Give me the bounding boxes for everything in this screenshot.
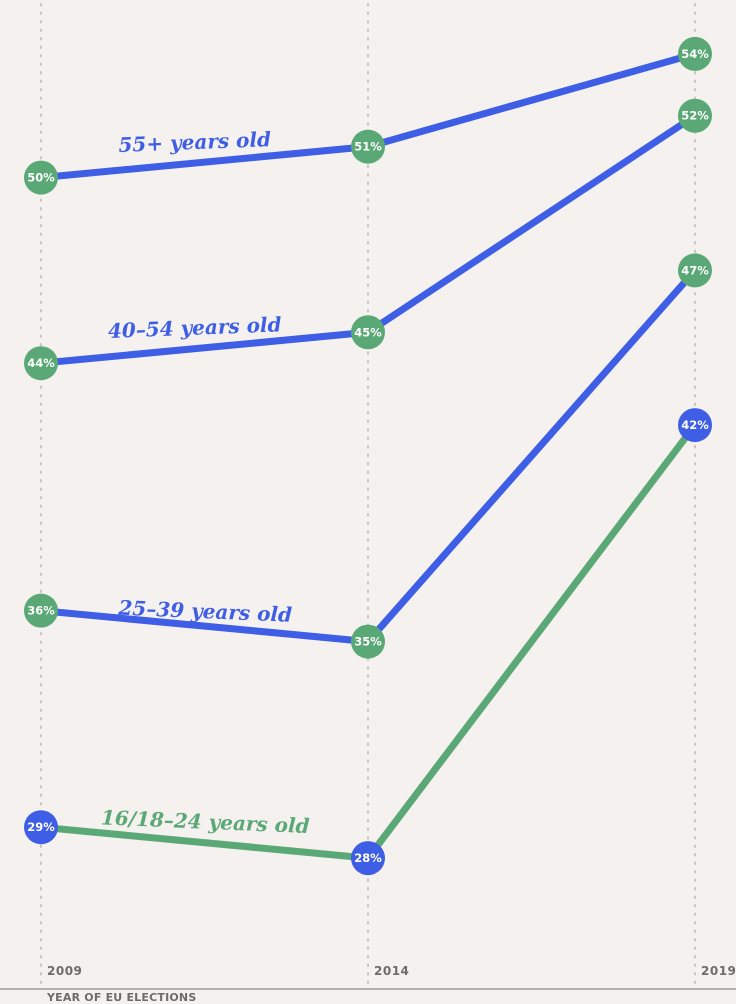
axis-layer: YEAR OF EU ELECTIONS 2009 2014 2019: [0, 964, 736, 1004]
data-label: 47%: [681, 263, 709, 277]
x-tick-label-2014: 2014: [374, 964, 409, 978]
data-point-marker: [351, 624, 385, 659]
data-point-2-2009: 44%: [24, 346, 58, 381]
data-point-marker: [351, 841, 385, 876]
data-label: 51%: [354, 140, 382, 154]
data-label: 29%: [27, 820, 55, 834]
data-point-marker: [24, 810, 58, 845]
data-point-3-2009: 36%: [24, 593, 58, 628]
data-label: 42%: [681, 418, 709, 432]
data-point-marker: [24, 160, 58, 195]
data-point-marker: [24, 593, 58, 628]
data-point-marker: [678, 253, 712, 288]
data-point-marker: [351, 129, 385, 164]
data-point-4-2009: 29%: [24, 810, 58, 845]
data-label: 44%: [27, 356, 55, 370]
series-name-1: 55+ years old: [118, 127, 271, 157]
data-point-4-2014: 28%: [351, 841, 385, 876]
data-label: 45%: [354, 325, 382, 339]
data-label: 54%: [681, 47, 709, 61]
data-point-marker: [351, 315, 385, 350]
data-point-marker: [24, 346, 58, 381]
data-label: 36%: [27, 604, 55, 618]
data-point-1-2019: 54%: [678, 36, 712, 71]
x-axis-title: YEAR OF EU ELECTIONS: [46, 991, 196, 1004]
data-label: 52%: [681, 109, 709, 123]
data-point-3-2019: 47%: [678, 253, 712, 288]
data-point-1-2014: 51%: [351, 129, 385, 164]
data-label: 50%: [27, 171, 55, 185]
x-tick-label-2019: 2019: [701, 964, 736, 978]
data-point-marker: [678, 98, 712, 133]
data-label: 28%: [354, 851, 382, 865]
data-point-4-2019: 42%: [678, 408, 712, 443]
data-point-2-2014: 45%: [351, 315, 385, 350]
data-point-2-2019: 52%: [678, 98, 712, 133]
data-point-marker: [678, 408, 712, 443]
data-point-marker: [678, 36, 712, 71]
series-name-2: 40–54 years old: [108, 312, 282, 343]
data-point-3-2014: 35%: [351, 624, 385, 659]
markers-layer: 50% 51% 54% 44% 45% 52% 36% 35% 47% 29% 28% 42%: [24, 36, 712, 876]
data-point-1-2009: 50%: [24, 160, 58, 195]
x-tick-label-2009: 2009: [47, 964, 82, 978]
data-label: 35%: [354, 635, 382, 649]
